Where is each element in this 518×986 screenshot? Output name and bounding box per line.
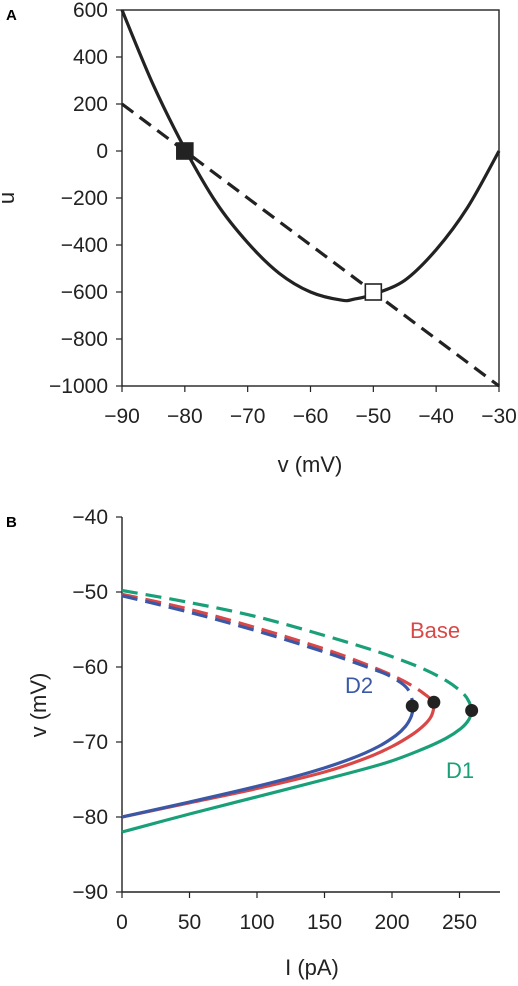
panel-b-letter: B	[6, 514, 17, 531]
series-d2-stable-branch	[121, 706, 416, 819]
panel-b-bifurcation-points	[405, 695, 479, 717]
panel-b-y-axis-title: v (mV)	[26, 673, 51, 738]
series-d1-stable-branch	[121, 710, 474, 834]
panel-a-letter: A	[6, 7, 17, 24]
y-tick-label: −1000	[49, 375, 108, 398]
panel-a-x-axis-title: v (mV)	[278, 452, 343, 477]
bifurcation-point	[465, 704, 479, 717]
panel-a-markers	[176, 142, 383, 301]
series-label-base: Base	[410, 618, 460, 643]
x-tick-label: 250	[442, 911, 477, 934]
x-tick-label: −50	[356, 405, 392, 428]
series-label-d1: D1	[446, 758, 474, 783]
panel-a-y-axis-title: u	[0, 192, 19, 204]
bifurcation-point	[405, 699, 419, 713]
panel-b-x-axis-title: I (pA)	[285, 955, 339, 980]
y-tick-label: −400	[61, 234, 108, 257]
bifurcation-point	[427, 695, 441, 709]
panel-a-plot-frame	[121, 9, 500, 387]
y-tick-label: −70	[72, 731, 108, 754]
y-tick-label: −200	[61, 187, 108, 210]
x-tick-label: −90	[104, 405, 140, 428]
x-tick-label: −80	[167, 405, 203, 428]
y-tick-label: −600	[61, 281, 108, 304]
open-square-marker	[364, 283, 383, 301]
panel-a-series	[120, 9, 501, 388]
y-tick-label: −800	[61, 328, 108, 351]
x-tick-label: 100	[239, 911, 274, 934]
x-tick-label: 150	[307, 911, 342, 934]
panel-b-y-axis: −40 −50 −60 −70 −80 −90	[72, 506, 122, 904]
filled-square-marker	[176, 142, 194, 160]
y-tick-label: −80	[72, 806, 108, 829]
x-tick-label: −40	[418, 405, 454, 428]
y-tick-label: −90	[72, 881, 108, 904]
x-tick-label: −30	[481, 405, 517, 428]
y-tick-label: −50	[72, 581, 108, 604]
panel-b-x-axis: 0 50 100 150 200 250	[116, 892, 477, 934]
y-tick-label: 0	[96, 140, 108, 163]
panel-a-chart: A 600 400 200 0 −200 −400 −600 −800 −1000 −90 −80…	[0, 0, 517, 477]
x-tick-label: −70	[230, 405, 266, 428]
panel-b-series	[121, 588, 474, 834]
x-tick-label: 0	[116, 911, 128, 934]
x-tick-label: 50	[178, 911, 201, 934]
x-tick-label: 200	[374, 911, 409, 934]
y-tick-label: −60	[72, 656, 108, 679]
x-tick-label: −60	[293, 405, 329, 428]
panel-b-chart: B −40 −50 −60 −70 −80 −90 0 50 100 150 200 250 Bas…	[6, 506, 500, 980]
series-d1-unstable-branch	[121, 588, 474, 711]
series-d2-unstable-branch	[121, 594, 416, 708]
y-tick-label: 400	[73, 46, 108, 69]
y-tick-label: 600	[73, 0, 108, 22]
series-label-d2: D2	[345, 673, 373, 698]
series-base-unstable-branch	[121, 592, 436, 709]
y-tick-label: −40	[72, 506, 108, 529]
panel-a-x-axis: −90 −80 −70 −60 −50 −40 −30	[104, 386, 517, 428]
panel-a-y-axis: 600 400 200 0 −200 −400 −600 −800 −1000	[49, 0, 122, 398]
y-tick-label: 200	[73, 93, 108, 116]
